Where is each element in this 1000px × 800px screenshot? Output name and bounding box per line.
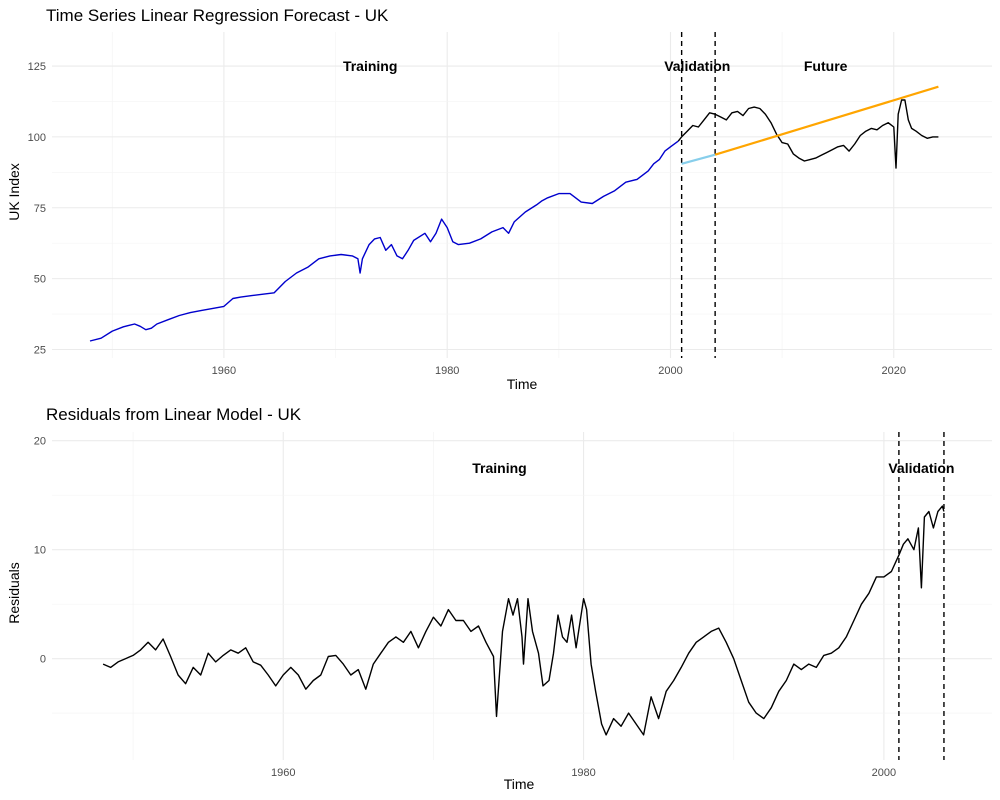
residuals-annotation: Validation xyxy=(888,460,954,476)
forecast-chart-title: Time Series Linear Regression Forecast -… xyxy=(46,6,389,25)
forecast-series-line-2 xyxy=(681,153,716,165)
forecast-y-tick-label: 50 xyxy=(34,274,46,286)
forecast-series-line-3 xyxy=(714,85,939,156)
residuals-annotation: Training xyxy=(472,460,526,476)
forecast-series-line-1 xyxy=(677,99,939,169)
forecast-x-axis-title: Time xyxy=(507,376,538,392)
residuals-chart-title: Residuals from Linear Model - UK xyxy=(46,405,302,424)
forecast-y-ticks: 25 50 75 100 125 xyxy=(28,61,46,356)
forecast-x-tick-label: 1960 xyxy=(212,365,236,377)
forecast-y-tick-label: 75 xyxy=(34,203,46,215)
forecast-y-axis-title: UK Index xyxy=(6,163,22,221)
forecast-series-line-0 xyxy=(89,140,679,342)
forecast-chart: Time Series Linear Regression Forecast -… xyxy=(6,6,992,392)
residuals-x-axis-title: Time xyxy=(504,776,535,792)
forecast-x-tick-label: 1980 xyxy=(435,365,459,377)
residuals-x-tick-label: 1980 xyxy=(571,767,595,779)
forecast-y-tick-label: 25 xyxy=(34,344,46,356)
residuals-y-axis-title: Residuals xyxy=(6,562,22,623)
residuals-y-tick-label: 0 xyxy=(40,654,46,666)
residuals-y-ticks: 0 10 20 xyxy=(34,436,46,666)
forecast-annotation: Validation xyxy=(664,58,730,74)
residuals-y-tick-label: 10 xyxy=(34,545,46,557)
residuals-x-ticks: 1960 1980 2000 xyxy=(271,767,896,779)
forecast-y-tick-label: 125 xyxy=(28,61,46,73)
forecast-annotation: Training xyxy=(343,58,397,74)
residuals-x-tick-label: 2000 xyxy=(872,767,896,779)
forecast-annotation: Future xyxy=(804,58,848,74)
forecast-series xyxy=(89,85,939,342)
residuals-split-lines xyxy=(898,432,945,760)
residuals-annotations: Training Validation xyxy=(472,460,954,476)
forecast-y-tick-label: 100 xyxy=(28,132,46,144)
residuals-y-tick-label: 20 xyxy=(34,436,46,448)
forecast-annotations: Training Validation Future xyxy=(343,58,848,74)
residuals-x-tick-label: 1960 xyxy=(271,767,295,779)
forecast-split-lines xyxy=(680,32,716,358)
forecast-gridlines xyxy=(52,32,992,358)
forecast-x-ticks: 1960 1980 2000 2020 xyxy=(212,365,906,377)
residuals-series-line-0 xyxy=(102,505,945,736)
forecast-x-tick-label: 2020 xyxy=(882,365,906,377)
residuals-gridlines xyxy=(52,432,992,760)
residuals-chart: Residuals from Linear Model - UK Trainin… xyxy=(6,405,992,792)
residuals-series xyxy=(102,505,945,736)
forecast-x-tick-label: 2000 xyxy=(658,365,682,377)
